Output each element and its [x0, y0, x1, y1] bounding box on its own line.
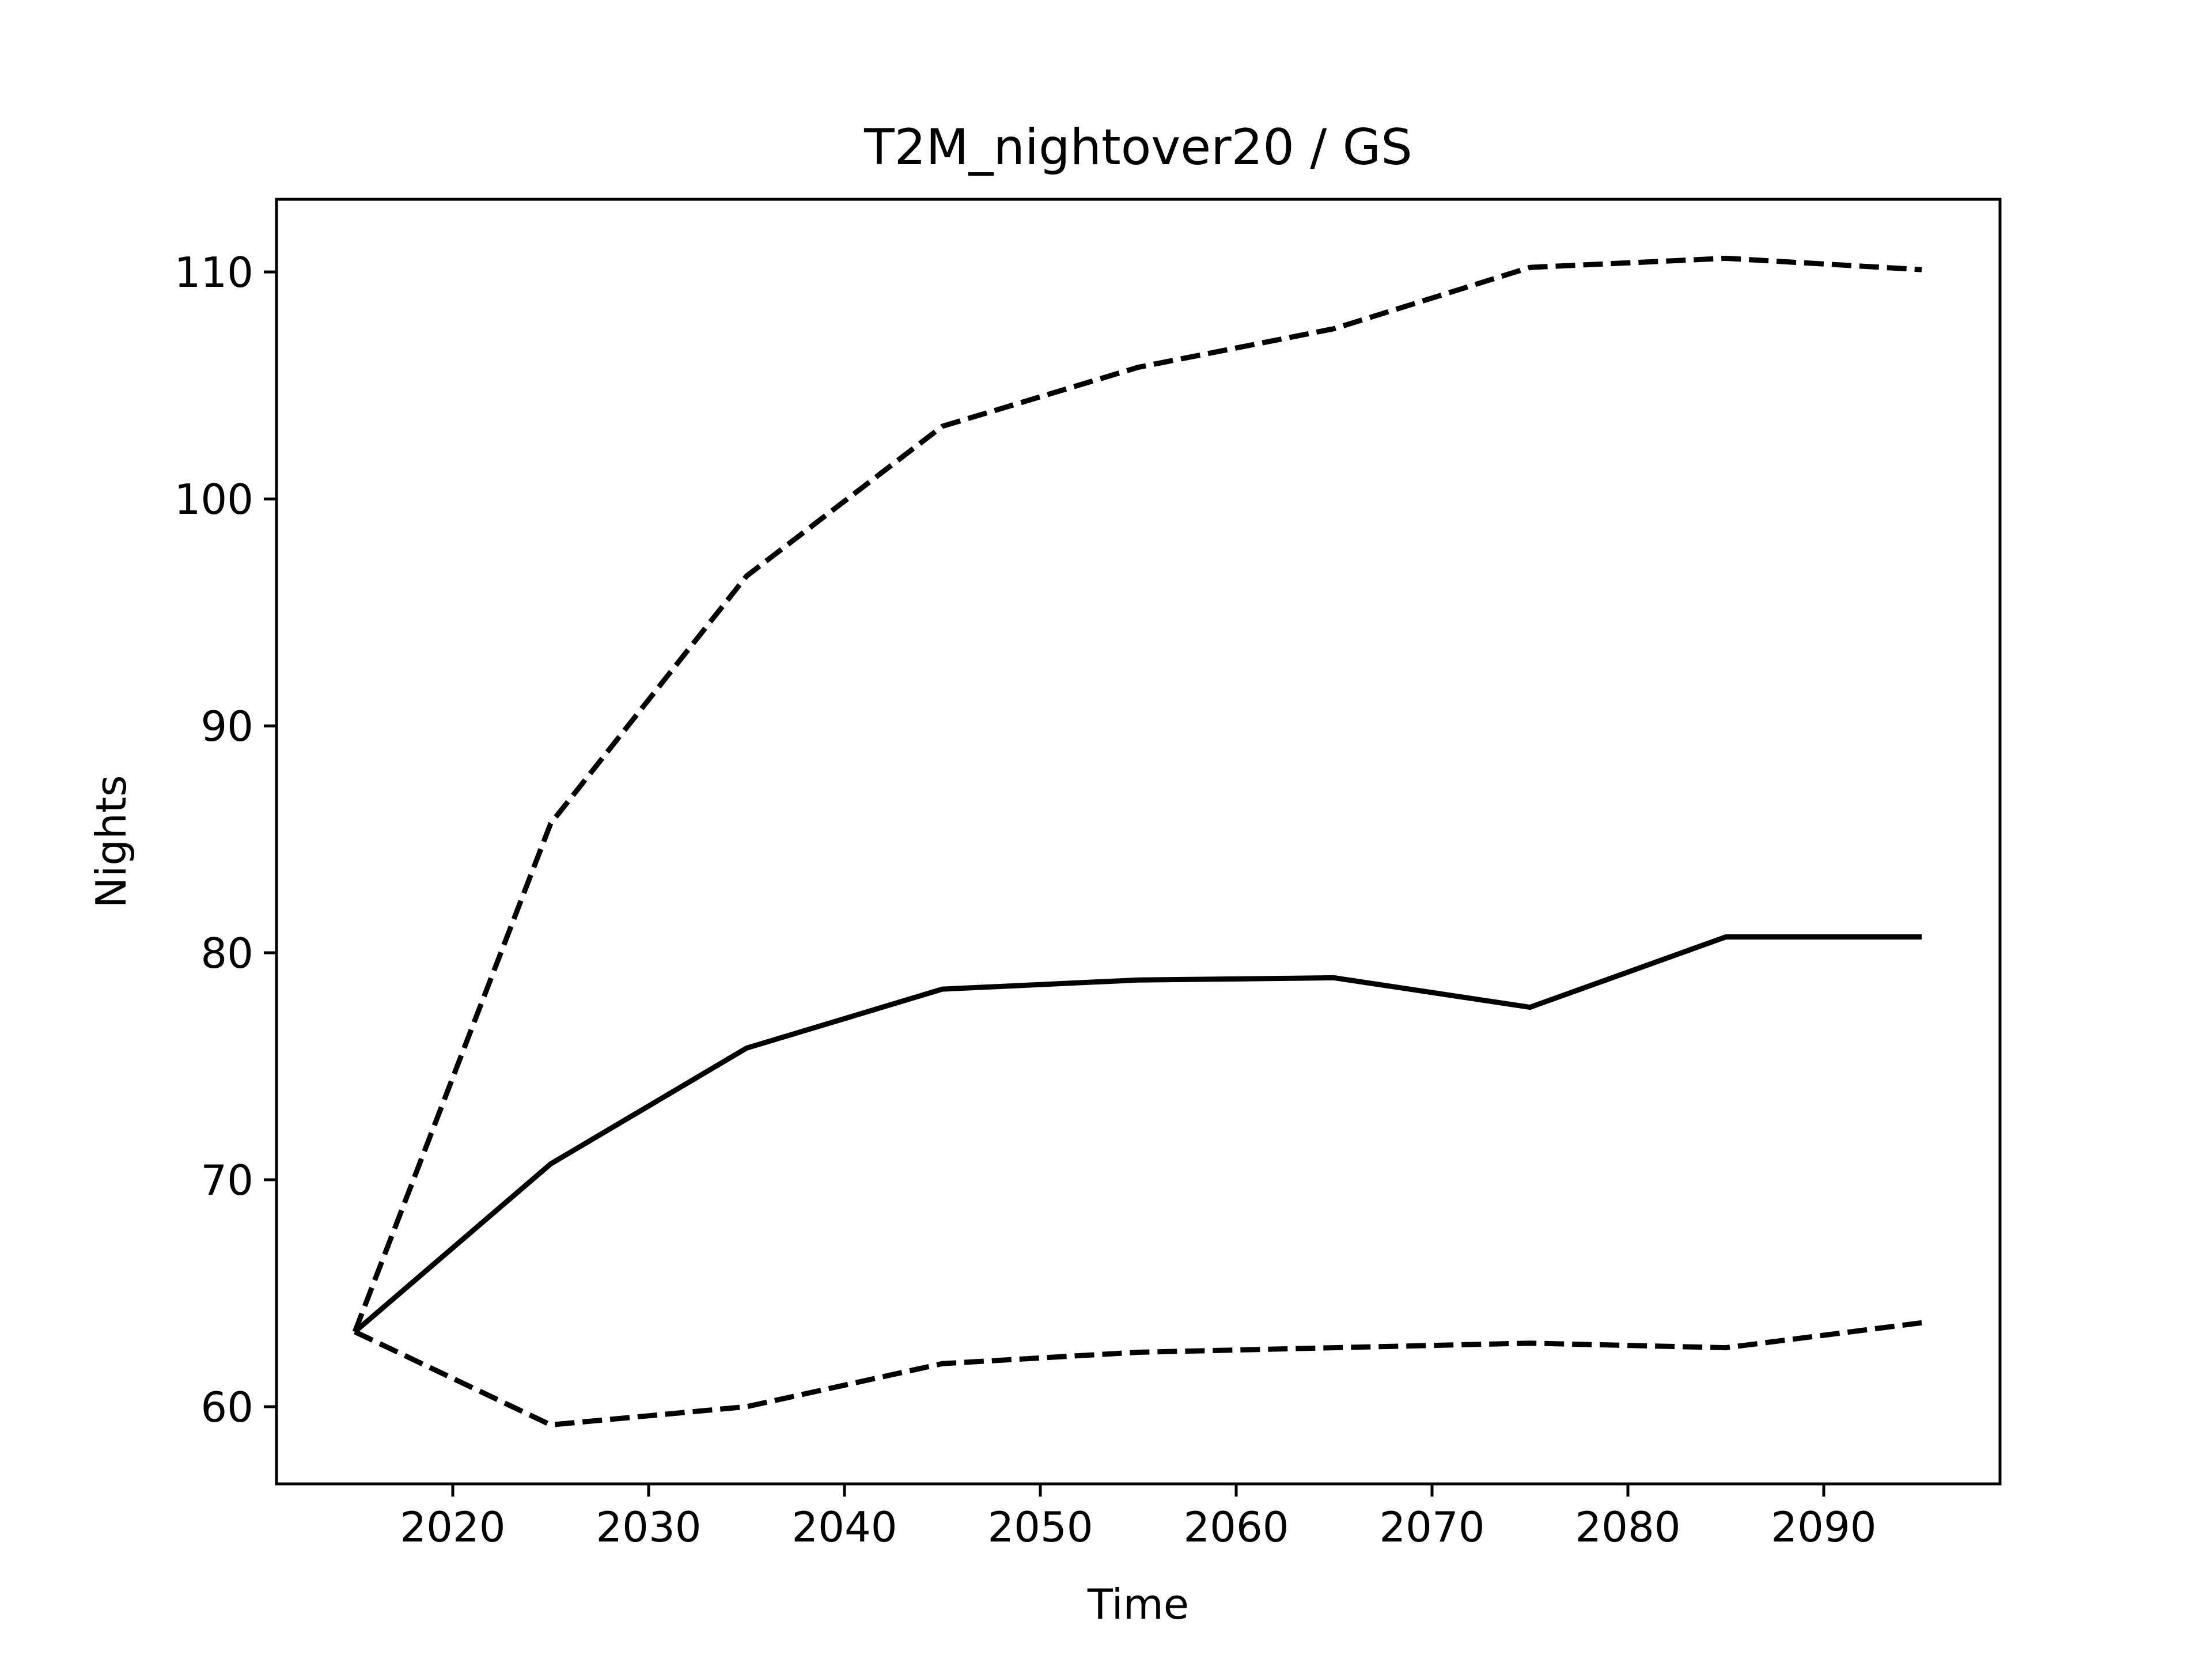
x-tick-label: 2050: [987, 1503, 1093, 1551]
y-axis-label: Nights: [87, 775, 135, 908]
x-axis: 2020 2030 2040 2050 2060 2070 2080 2090: [400, 1484, 1877, 1551]
chart-title: T2M_nightover20 / GS: [863, 119, 1412, 176]
x-tick-label: 2090: [1771, 1503, 1876, 1551]
series-line-2-dashed: [354, 1320, 1922, 1428]
axes-frame: [275, 198, 2002, 1486]
y-axis: 60 70 80 90 100 110: [175, 248, 276, 1431]
y-tick-label: 100: [175, 475, 253, 524]
x-tick-label: 2060: [1183, 1503, 1289, 1551]
x-tick-label: 2080: [1575, 1503, 1680, 1551]
x-tick-label: 2030: [596, 1503, 701, 1551]
x-tick-label: 2040: [791, 1503, 897, 1551]
y-tick-label: 70: [200, 1156, 253, 1205]
series-line-0-dashed: [352, 255, 1922, 1333]
y-tick-label: 60: [200, 1383, 253, 1431]
x-tick-label: 2070: [1379, 1503, 1484, 1551]
y-tick-label: 110: [175, 248, 253, 297]
series-line-1-solid: [353, 934, 1922, 1334]
x-axis-label: Time: [1087, 1580, 1189, 1628]
y-tick-label: 80: [200, 929, 253, 978]
x-tick-label: 2020: [400, 1503, 505, 1551]
y-tick-label: 90: [200, 702, 253, 751]
plot-area: [352, 255, 1922, 1428]
